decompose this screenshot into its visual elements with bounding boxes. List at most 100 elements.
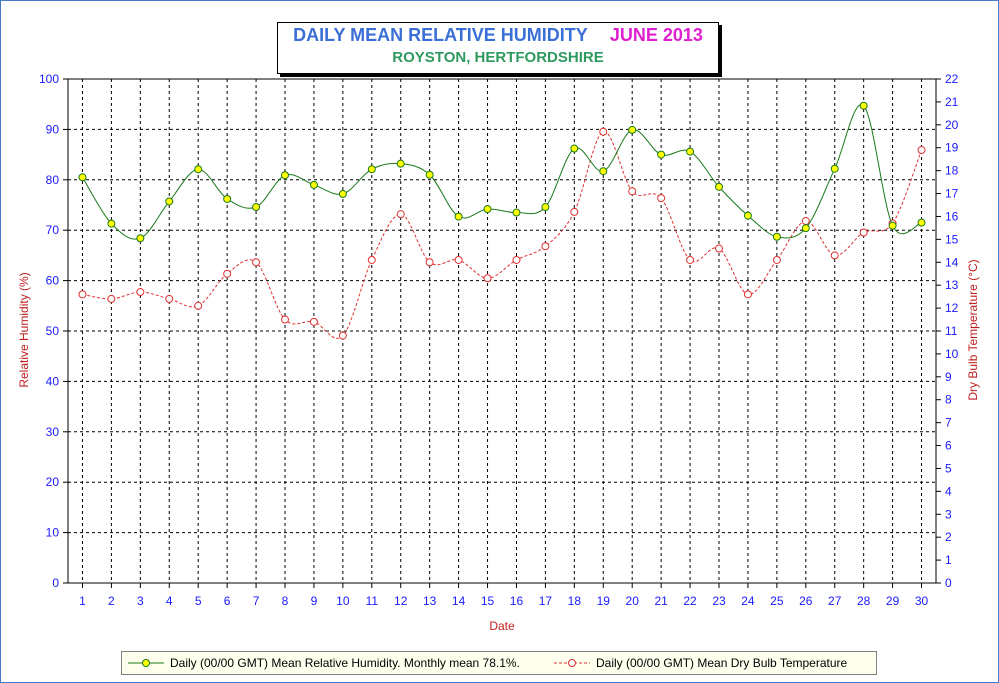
grid — [68, 79, 936, 583]
point-temperature — [281, 315, 289, 324]
y-axis-title: Relative Humidity (%) — [17, 272, 31, 387]
point-temperature — [483, 274, 492, 283]
y2-tick-label: 7 — [945, 416, 952, 430]
y2-tick-label: 20 — [945, 118, 959, 132]
x-tick-label: 24 — [741, 594, 755, 608]
axes — [63, 78, 941, 588]
series — [78, 101, 926, 340]
point-humidity — [165, 197, 174, 206]
x-axis-title: Date — [489, 619, 515, 633]
point-temperature — [801, 217, 810, 226]
x-tick-label: 4 — [166, 594, 173, 608]
y-tick-label: 60 — [46, 274, 60, 288]
point-humidity — [396, 159, 405, 168]
y2-tick-label: 17 — [945, 187, 959, 201]
x-tick-label: 27 — [828, 594, 842, 608]
x-tick-label: 3 — [137, 594, 144, 608]
point-humidity — [367, 165, 376, 174]
point-humidity — [628, 125, 637, 134]
point-temperature — [628, 187, 637, 196]
chart-title: DAILY MEAN RELATIVE HUMIDITY — [293, 25, 588, 45]
y2-tick-label: 6 — [945, 439, 952, 453]
y2-tick-label: 5 — [945, 461, 952, 475]
x-tick-label: 14 — [452, 594, 466, 608]
y2-tick-label: 0 — [945, 576, 952, 590]
legend-label-humidity: Daily (00/00 GMT) Mean Relative Humidity… — [170, 656, 520, 670]
line-humidity — [82, 104, 922, 240]
tick-labels: 0102030405060708090100012345678910111213… — [39, 72, 959, 608]
point-temperature — [570, 207, 579, 216]
series-humidity — [78, 101, 926, 243]
point-temperature — [715, 244, 723, 253]
point-humidity — [830, 164, 839, 173]
x-tick-label: 25 — [770, 594, 784, 608]
point-humidity — [859, 101, 868, 110]
point-temperature — [830, 251, 839, 260]
point-temperature — [743, 290, 752, 299]
y2-tick-label: 15 — [945, 232, 959, 246]
y-tick-label: 80 — [46, 173, 60, 187]
point-humidity — [917, 218, 926, 227]
legend-label-temperature: Daily (00/00 GMT) Mean Dry Bulb Temperat… — [596, 656, 848, 670]
point-temperature — [917, 146, 926, 155]
point-humidity — [483, 205, 492, 214]
point-humidity — [541, 203, 550, 212]
y-tick-label: 30 — [46, 425, 60, 439]
x-tick-label: 6 — [224, 594, 231, 608]
y2-tick-label: 14 — [945, 255, 959, 269]
point-humidity — [136, 234, 145, 243]
y-tick-label: 40 — [46, 374, 60, 388]
y-tick-label: 20 — [46, 475, 60, 489]
y-tick-label: 90 — [46, 122, 60, 136]
point-humidity — [743, 211, 752, 220]
y2-tick-label: 1 — [945, 553, 952, 567]
point-temperature — [396, 210, 405, 219]
x-tick-label: 26 — [799, 594, 813, 608]
y2-tick-label: 18 — [945, 164, 959, 178]
point-temperature — [859, 228, 868, 237]
y2-tick-label: 8 — [945, 393, 952, 407]
y2-tick-label: 12 — [945, 301, 959, 315]
line-temperature — [82, 131, 922, 339]
x-tick-label: 1 — [79, 594, 86, 608]
point-humidity — [801, 224, 810, 233]
x-tick-label: 22 — [683, 594, 697, 608]
point-temperature — [136, 288, 145, 297]
y-tick-label: 70 — [46, 223, 60, 237]
point-temperature — [165, 294, 174, 303]
point-temperature — [194, 301, 203, 310]
point-humidity — [252, 203, 261, 212]
chart-title-month: JUNE 2013 — [609, 25, 703, 45]
y2-tick-label: 2 — [945, 530, 952, 544]
point-humidity — [281, 171, 289, 180]
chart-title-box: DAILY MEAN RELATIVE HUMIDITY JUNE 2013 RO… — [277, 22, 719, 74]
point-temperature — [454, 255, 463, 264]
y2-tick-label: 9 — [945, 370, 952, 384]
point-humidity — [772, 232, 781, 241]
point-temperature — [107, 294, 116, 303]
point-humidity — [309, 180, 318, 189]
x-tick-label: 28 — [857, 594, 871, 608]
x-tick-label: 30 — [915, 594, 929, 608]
x-tick-label: 8 — [282, 594, 289, 608]
y2-tick-label: 3 — [945, 507, 952, 521]
point-temperature — [657, 194, 666, 203]
x-tick-label: 5 — [195, 594, 202, 608]
point-humidity — [570, 144, 579, 153]
y2-tick-label: 19 — [945, 141, 959, 155]
point-temperature — [367, 255, 376, 264]
chart-subtitle: ROYSTON, HERTFORDSHIRE — [392, 49, 604, 66]
x-tick-label: 21 — [654, 594, 668, 608]
x-tick-label: 15 — [481, 594, 495, 608]
point-temperature — [252, 258, 261, 267]
x-tick-label: 23 — [712, 594, 726, 608]
y2-tick-label: 21 — [945, 95, 959, 109]
x-tick-label: 19 — [597, 594, 611, 608]
point-humidity — [657, 150, 666, 159]
y2-tick-label: 22 — [945, 72, 959, 86]
point-humidity — [107, 219, 116, 228]
point-temperature — [772, 255, 781, 264]
y2-tick-label: 13 — [945, 278, 959, 292]
y-tick-label: 10 — [46, 526, 60, 540]
